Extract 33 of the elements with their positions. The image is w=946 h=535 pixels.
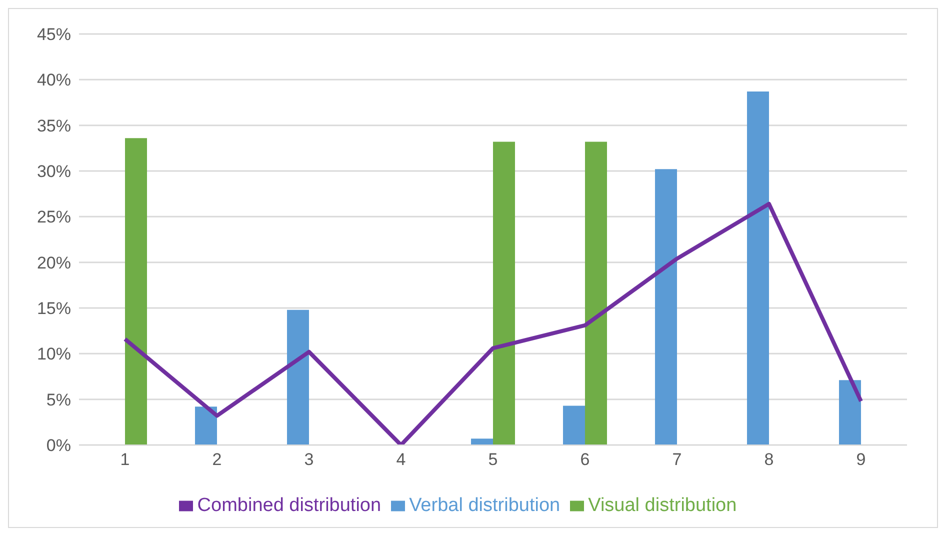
bar [125, 138, 147, 445]
bar [471, 438, 493, 445]
x-tick-label: 5 [488, 450, 498, 470]
bar [655, 169, 677, 445]
bar [195, 406, 217, 445]
y-tick-label: 30% [36, 162, 71, 182]
y-tick-label: 35% [36, 116, 71, 136]
y-tick-label: 40% [36, 70, 71, 90]
x-tick-label: 8 [764, 450, 774, 470]
x-tick-label: 1 [120, 450, 130, 470]
line-series [123, 202, 863, 445]
y-tick-label: 15% [36, 299, 71, 318]
legend-label: Verbal distribution [409, 495, 560, 516]
bar [747, 92, 769, 445]
bar [287, 310, 309, 445]
bar [493, 142, 515, 445]
x-tick-label: 9 [856, 450, 866, 470]
legend-label: Combined distribution [197, 495, 382, 516]
y-tick-label: 25% [36, 208, 71, 227]
x-tick-label: 2 [212, 450, 222, 470]
bar [563, 406, 585, 445]
bar [585, 142, 607, 445]
x-tick-label: 6 [580, 450, 590, 470]
y-tick-label: 5% [46, 390, 71, 410]
y-tick-label: 10% [36, 344, 71, 364]
x-tick-label: 3 [304, 450, 314, 470]
y-tick-label: 0% [46, 436, 71, 456]
y-tick-label: 20% [36, 253, 71, 272]
y-tick-label: 45% [36, 25, 71, 44]
x-tick-label: 7 [672, 450, 682, 470]
bar [839, 380, 861, 445]
x-tick-label: 4 [396, 450, 406, 470]
legend-label: Visual distribution [588, 495, 737, 516]
